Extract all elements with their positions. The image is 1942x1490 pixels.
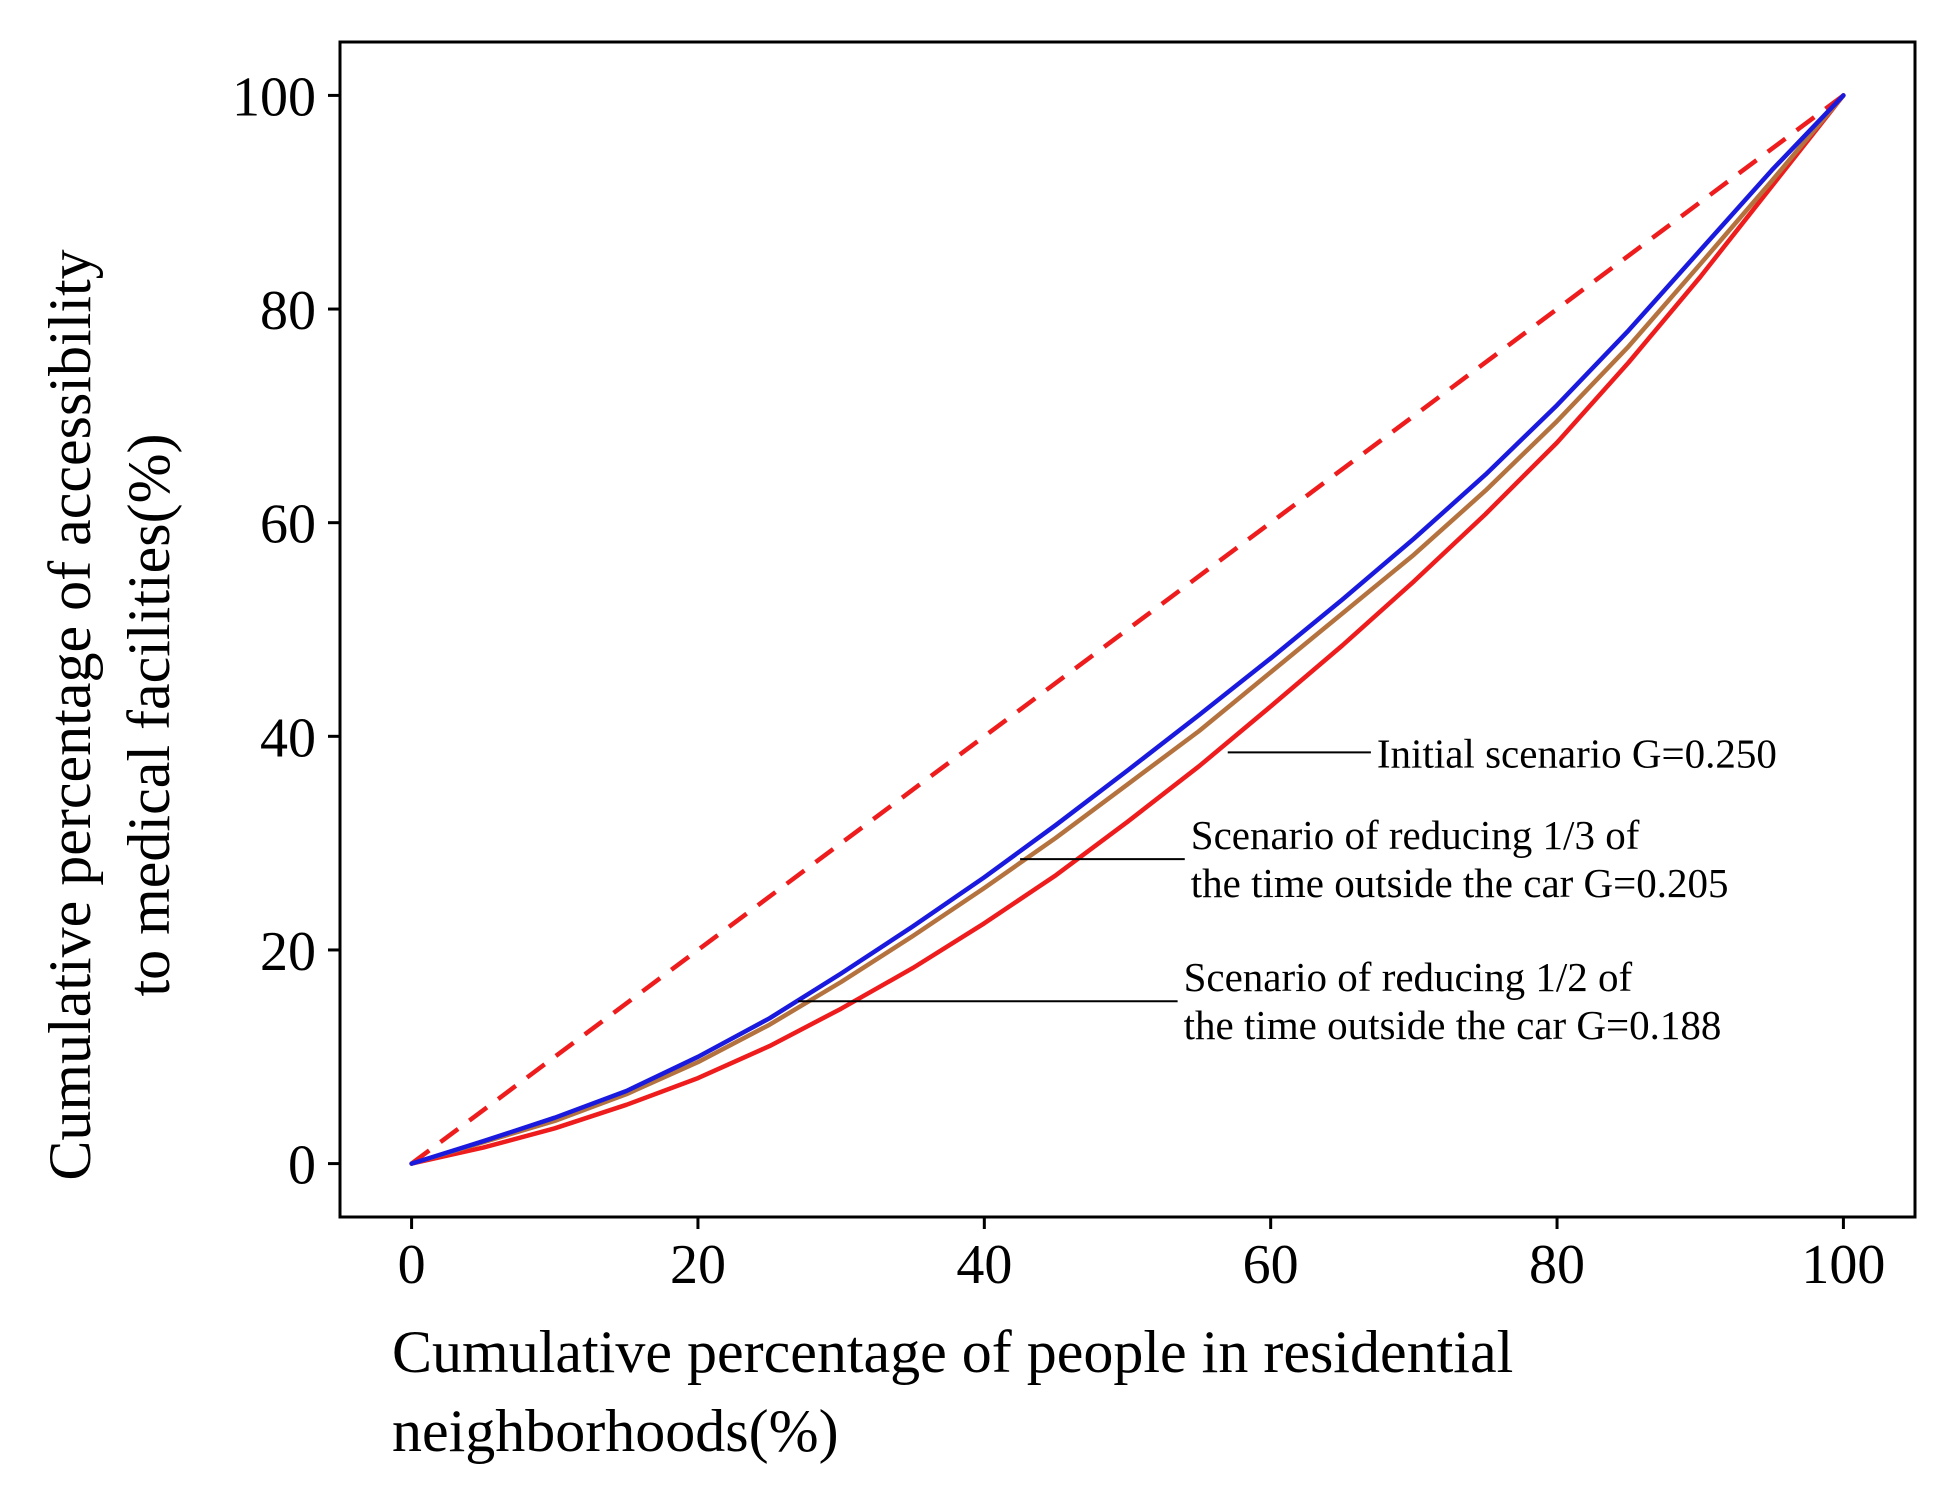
annotation-text: Scenario of reducing 1/3 of — [1191, 812, 1640, 858]
x-tick-label: 100 — [1801, 1234, 1885, 1296]
annotation-text: Scenario of reducing 1/2 of — [1184, 954, 1633, 1000]
y-tick-label: 100 — [232, 66, 316, 128]
series-line-reduce-one-third — [409, 93, 1846, 1166]
x-tick-label: 0 — [398, 1234, 426, 1296]
y-tick-label: 40 — [260, 707, 316, 769]
y-axis-title-line-1: Cumulative percentage of accessibility — [37, 249, 103, 1180]
x-axis-title-line-2: neighborhoods(%) — [392, 1398, 839, 1464]
y-axis-title-line-2: to medical facilities(%) — [116, 433, 182, 996]
y-tick-label: 0 — [288, 1135, 316, 1197]
x-tick-label: 40 — [956, 1234, 1012, 1296]
y-tick-label: 60 — [260, 494, 316, 556]
annotation-layer: Initial scenario G=0.250 Scenario of redu… — [798, 730, 1777, 1048]
x-tick-label: 60 — [1243, 1234, 1299, 1296]
series-line-reduce-one-half — [409, 93, 1846, 1166]
x-axis-title-line-1: Cumulative percentage of people in resid… — [392, 1319, 1513, 1385]
annotation-text: the time outside the car G=0.205 — [1191, 860, 1729, 906]
series-line-equality — [410, 93, 1845, 1166]
annotation-text: the time outside the car G=0.188 — [1184, 1002, 1722, 1048]
x-tick-label: 80 — [1529, 1234, 1585, 1296]
x-tick-label: 20 — [670, 1234, 726, 1296]
annotation-text: Initial scenario G=0.250 — [1377, 730, 1777, 776]
series-layer — [409, 93, 1846, 1166]
x-axis: 0 20 40 60 80 100 — [398, 1217, 1885, 1296]
y-tick-label: 20 — [260, 921, 316, 983]
y-axis: 0 20 40 60 80 100 — [232, 66, 340, 1197]
series-line-initial — [409, 93, 1846, 1166]
y-tick-label: 80 — [260, 280, 316, 342]
plot-area-frame — [338, 40, 1917, 1219]
